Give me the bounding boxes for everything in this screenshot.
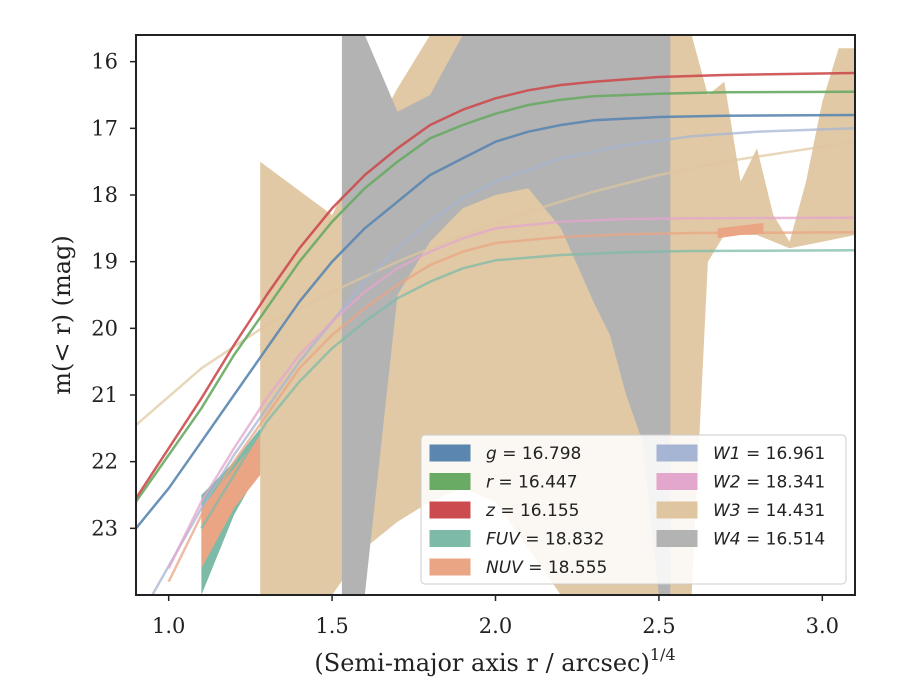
legend-swatch — [429, 501, 471, 519]
nuv-band-outer — [717, 223, 764, 239]
x-tick-label: 3.0 — [806, 614, 839, 638]
legend-item-w3: W3 = 14.431 — [656, 501, 825, 521]
x-axis: 1.0 1.5 2.0 2.5 3.0 — [152, 595, 839, 638]
legend-box — [420, 434, 847, 585]
w4-band — [341, 35, 671, 595]
y-axis-label: m(< r) (mag) — [48, 235, 76, 394]
series-line-w2 — [167, 216, 855, 569]
legend-swatch — [429, 444, 471, 462]
legend-item-w2: W2 = 18.341 — [656, 473, 825, 493]
x-tick-label: 2.0 — [479, 614, 512, 638]
legend-label: FUV = 18.832 — [486, 530, 604, 550]
y-tick-label: 16 — [91, 50, 118, 74]
y-tick-label: 17 — [91, 116, 118, 140]
series-line-w1 — [151, 127, 855, 595]
x-tick-label: 1.0 — [152, 614, 185, 638]
legend-label: W4 = 16.514 — [713, 530, 825, 550]
legend-item-nuv: NUV = 18.555 — [429, 558, 607, 578]
legend-label: W1 = 16.961 — [713, 444, 825, 464]
legend-label: W2 = 18.341 — [713, 473, 825, 493]
legend-label: g = 16.798 — [486, 444, 581, 464]
y-tick-label: 23 — [91, 516, 118, 540]
x-tick-label: 2.5 — [642, 614, 675, 638]
legend-swatch — [656, 444, 698, 462]
legend-swatch — [429, 473, 471, 490]
legend-item-fuv: FUV = 18.832 — [429, 530, 604, 550]
legend-label: r = 16.447 — [486, 473, 578, 493]
x-axis-label-text: (Semi-major axis r / arcsec) — [314, 649, 649, 677]
y-tick-label: 20 — [91, 316, 118, 340]
legend-item-w1: W1 = 16.961 — [656, 444, 825, 464]
y-axis: 16 17 18 19 20 21 22 23 — [91, 50, 136, 540]
legend-item-w4: W4 = 16.514 — [656, 530, 825, 550]
legend-swatch — [656, 530, 698, 547]
legend-item-z: z = 16.155 — [429, 501, 579, 521]
legend-label: z = 16.155 — [485, 501, 579, 521]
legend-swatch — [656, 473, 698, 490]
series-line-g — [136, 113, 855, 530]
series-line-nuv — [167, 231, 855, 583]
legend-item-g: g = 16.798 — [429, 444, 581, 464]
legend-label: W3 = 14.431 — [713, 501, 825, 521]
series-line-z — [136, 71, 855, 499]
x-tick-label: 1.5 — [315, 614, 348, 638]
y-tick-label: 21 — [91, 383, 118, 407]
y-tick-label: 19 — [91, 250, 118, 274]
legend-swatch — [429, 558, 471, 576]
y-tick-label: 22 — [91, 450, 118, 474]
nuv-band — [201, 435, 261, 569]
legend-swatch — [656, 501, 698, 519]
legend-label: NUV = 18.555 — [486, 558, 607, 578]
legend-swatch — [429, 530, 471, 547]
x-axis-label: (Semi-major axis r / arcsec)1/4 — [314, 645, 675, 677]
y-tick-label: 18 — [91, 183, 118, 207]
legend: g = 16.798 r = 16.447 z = 16.155 FUV = 18.8… — [420, 434, 847, 585]
x-axis-label-exponent: 1/4 — [650, 645, 676, 664]
series-line-fuv — [200, 249, 855, 529]
series-lines — [136, 71, 855, 595]
series-line-r — [136, 90, 855, 503]
legend-item-r: r = 16.447 — [429, 473, 578, 493]
uncertainty-bands — [201, 35, 855, 595]
series-line-w3 — [136, 140, 855, 426]
